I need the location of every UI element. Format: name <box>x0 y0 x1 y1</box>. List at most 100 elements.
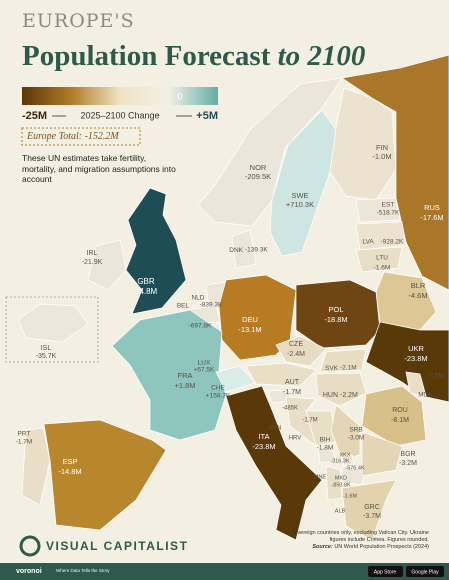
country-shape <box>43 419 167 531</box>
country-value: +158.7K <box>206 393 231 400</box>
total-box <box>21 127 141 146</box>
country-value: +4.8M <box>135 287 158 296</box>
country-shape <box>319 348 367 373</box>
country-code: NOR <box>250 163 267 172</box>
country-code: LTU <box>376 255 388 262</box>
country-label: DNK <box>229 247 243 254</box>
country-shape <box>231 229 257 269</box>
country-shape <box>197 77 343 227</box>
country-code: BLR <box>411 281 426 290</box>
country-shape <box>355 197 401 223</box>
country-value: -518.7K <box>377 210 400 217</box>
country-value: -8.1M <box>391 417 409 424</box>
country-value: +710.3K <box>286 200 314 209</box>
country-value: -21.9K <box>82 259 103 266</box>
legend-min: -25M <box>22 110 47 122</box>
country-value: -850.8K <box>331 482 351 488</box>
country-value: -1.7M <box>302 418 317 424</box>
brand: VISUAL CAPITALIST <box>46 539 188 553</box>
country-code: HRV <box>289 436 302 442</box>
country-code: SVN <box>269 426 281 432</box>
country-value: -35.7K <box>36 353 57 360</box>
country-code: MKD <box>335 475 347 481</box>
country-shape <box>365 321 449 403</box>
country-code: FIN <box>376 143 388 152</box>
country-code: CZE <box>289 341 303 348</box>
country-shape <box>361 431 403 477</box>
country-value: -18.8M <box>324 315 347 324</box>
country-value: -1.8M <box>317 445 334 452</box>
country-shape <box>405 371 427 397</box>
country-value: -1.6M <box>374 265 391 272</box>
country-value: -839.3K <box>200 302 223 309</box>
country-value: -316.3K <box>330 458 350 464</box>
country-shape <box>87 239 127 291</box>
country-value: -928.2K <box>381 239 404 246</box>
store-button[interactable] <box>368 566 403 577</box>
country-code: HUN <box>323 392 338 399</box>
country-code: RUS <box>424 203 440 212</box>
country-label: SVK <box>325 365 339 372</box>
title-main: Population Forecast <box>22 40 271 72</box>
country-code: GBR <box>137 277 155 286</box>
country-value: +67.5K <box>194 367 215 374</box>
country-shape <box>218 274 297 361</box>
country-shape <box>341 454 355 467</box>
country-code: DNK <box>229 247 243 254</box>
country-value: -1.7M <box>16 439 33 446</box>
country-value: -485K <box>282 406 298 412</box>
legend-zero: 0 <box>177 91 182 101</box>
footer-bar <box>0 563 449 580</box>
note: These UN estimates take fertility, morta… <box>22 153 176 184</box>
country-value: -1.6M <box>343 493 357 499</box>
title: Population Forecast to 2100 <box>22 40 365 72</box>
country-code: BGR <box>400 451 415 458</box>
legend-bar <box>22 87 218 105</box>
country-value: -2.4M <box>287 351 305 358</box>
country-value: +1.8M <box>174 381 195 390</box>
country-code: BIH <box>320 437 331 444</box>
country-shape <box>341 54 449 291</box>
country-code: POL <box>328 305 343 314</box>
legend-caption: 2025–2100 Change <box>80 110 159 120</box>
country-value: -4.6M <box>408 291 427 300</box>
country-shape <box>245 362 317 387</box>
country-shape <box>315 372 367 407</box>
source-label: Source: <box>312 544 333 550</box>
country-code: SRB <box>349 427 362 434</box>
country-code: UKR <box>408 344 424 353</box>
country-value: -14.8M <box>58 467 81 476</box>
store-button[interactable] <box>406 566 444 577</box>
country-value: -1.7M <box>283 389 301 396</box>
country-value: -1.5M <box>428 374 443 380</box>
country-shape <box>275 335 327 367</box>
country-code: MNE <box>314 474 327 480</box>
country-code: LVA <box>362 239 374 246</box>
country-value: -1.0M <box>372 152 391 161</box>
store-label[interactable]: App Store <box>374 569 396 575</box>
country-value: -3.7M <box>363 513 381 520</box>
legend-max: +5M <box>196 110 218 122</box>
country-shape <box>355 246 403 273</box>
country-shape <box>111 309 227 441</box>
brand-logo <box>19 535 41 557</box>
country-value: -2.1M <box>340 365 357 372</box>
inset-box <box>5 296 99 363</box>
country-value: -697.8K <box>189 323 212 330</box>
country-shape <box>269 109 337 257</box>
country-code: XKX <box>339 452 350 458</box>
country-shape <box>325 465 343 501</box>
title-em: to 2100 <box>278 40 366 72</box>
source-block: Sovereign countries only, excluding Vati… <box>279 530 429 551</box>
country-shape <box>355 221 407 251</box>
country-code: GRC <box>364 504 380 511</box>
country-code: DEU <box>242 315 258 324</box>
country-value: -139.3K <box>245 247 268 254</box>
country-value: -23.8M <box>252 442 275 451</box>
partner: voronoi <box>16 568 42 575</box>
source-note: Sovereign countries only, excluding Vati… <box>290 530 429 543</box>
country-code: LUX <box>198 360 211 367</box>
store-label[interactable]: Google Play <box>411 569 439 575</box>
